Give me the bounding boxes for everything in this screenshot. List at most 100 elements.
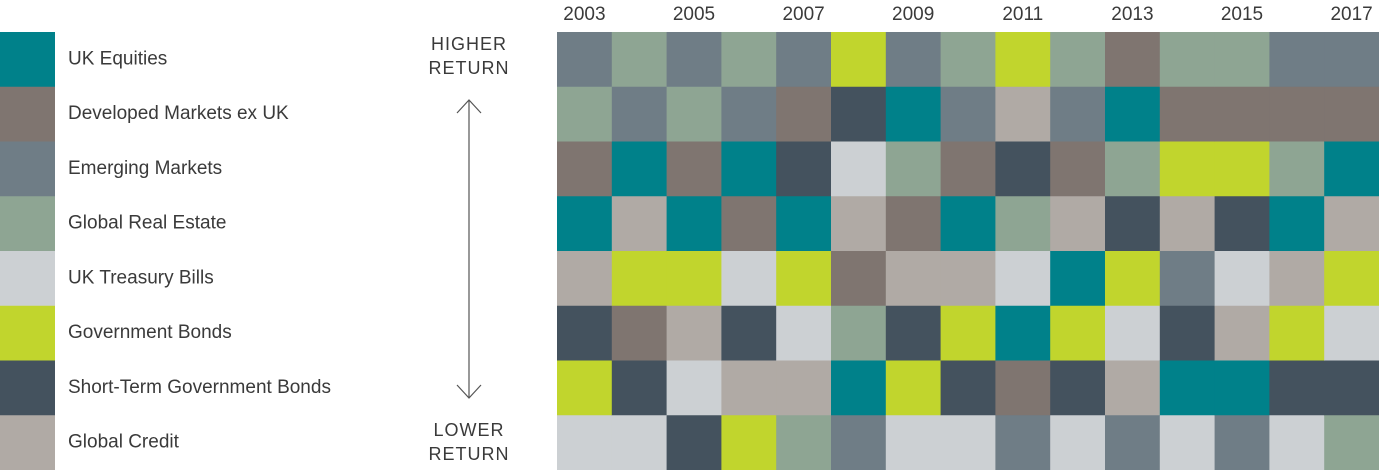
rank-cell [611, 32, 668, 88]
rank-cell [1050, 305, 1106, 361]
rank-cell [1105, 86, 1161, 142]
rank-cell [557, 196, 613, 252]
rank-cell [666, 141, 722, 197]
rank-cell [831, 360, 887, 416]
legend-label: Short-Term Government Bonds [68, 377, 331, 398]
rank-cell [940, 32, 996, 88]
rank-cell [611, 415, 668, 470]
rank-cell [776, 86, 832, 142]
rank-cell [1269, 415, 1325, 470]
rank-cell [995, 141, 1051, 197]
rank-cell [776, 251, 832, 307]
year-label: 2003 [563, 4, 605, 25]
rank-cell [557, 360, 613, 416]
legend-label: Global Credit [68, 432, 180, 453]
rank-cell [1324, 86, 1379, 142]
rank-cell [721, 360, 777, 416]
legend-swatch [0, 251, 55, 307]
rank-cell [776, 196, 832, 252]
rank-cell [1159, 32, 1216, 88]
arrow [456, 99, 482, 399]
rank-cell [1269, 196, 1325, 252]
rank-cell [995, 415, 1051, 470]
rank-cell [666, 32, 722, 88]
rank-cell [831, 32, 887, 88]
rank-cell [885, 86, 942, 142]
rank-cell [1050, 360, 1106, 416]
rank-cell [1105, 32, 1161, 88]
rank-cell [1159, 415, 1216, 470]
rank-cell [1269, 305, 1325, 361]
year-label: 2017 [1330, 4, 1372, 25]
rank-cell [1159, 86, 1216, 142]
rank-cell [666, 196, 722, 252]
rank-cell [885, 305, 942, 361]
rank-cell [1214, 32, 1270, 88]
rank-cell [721, 196, 777, 252]
rank-cell [776, 415, 832, 470]
rank-cell [721, 141, 777, 197]
rank-cell [1214, 251, 1270, 307]
rank-cell [831, 305, 887, 361]
legend-label: Government Bonds [68, 322, 232, 343]
rank-cell [940, 86, 996, 142]
rank-cell [1214, 415, 1270, 470]
rank-cell [1214, 86, 1270, 142]
rank-cell [666, 251, 722, 307]
rank-cell [1159, 141, 1216, 197]
rank-cell [1105, 415, 1161, 470]
lower-return-label: LOWER RETURN [428, 420, 510, 464]
legend-label: Emerging Markets [68, 158, 222, 179]
year-label: 2005 [673, 4, 715, 25]
rank-cell [1214, 141, 1270, 197]
legend-label: UK Treasury Bills [68, 267, 214, 288]
rank-cell [831, 141, 887, 197]
rank-cell [1324, 360, 1379, 416]
rank-cell [885, 32, 942, 88]
rank-cell [1324, 305, 1379, 361]
rank-cell [776, 141, 832, 197]
rank-cell [1105, 141, 1161, 197]
rank-cell [1050, 86, 1106, 142]
rank-cell [611, 251, 668, 307]
legend-label: Global Real Estate [68, 213, 226, 234]
rank-cell [940, 305, 996, 361]
rank-cell [1050, 32, 1106, 88]
rank-cell [557, 305, 613, 361]
rank-cell [1050, 415, 1106, 470]
higher-return-label: HIGHER RETURN [428, 34, 510, 78]
rank-cell [940, 415, 996, 470]
rank-cell [1324, 415, 1379, 470]
rank-cell [611, 360, 668, 416]
rank-cell [1324, 251, 1379, 307]
rank-cell [940, 360, 996, 416]
rank-cell [611, 141, 668, 197]
rank-cell [666, 415, 722, 470]
rank-cell [1324, 196, 1379, 252]
legend-swatch [0, 305, 55, 361]
rank-cell [940, 251, 996, 307]
rank-cell [831, 251, 887, 307]
rank-cell [1105, 196, 1161, 252]
rank-cell [940, 196, 996, 252]
rank-cell [557, 251, 613, 307]
rank-cell [721, 251, 777, 307]
rank-cell [831, 415, 887, 470]
rank-cell [1214, 360, 1270, 416]
legend-swatch [0, 32, 55, 88]
legend-label: UK Equities [68, 48, 167, 69]
rank-cell [776, 360, 832, 416]
rank-cell [1159, 196, 1216, 252]
rank-cell [1159, 251, 1216, 307]
rank-cell [776, 305, 832, 361]
rank-cell [1214, 196, 1270, 252]
rank-cell [721, 305, 777, 361]
rank-cell [666, 360, 722, 416]
rank-cell [831, 196, 887, 252]
rank-cell [721, 32, 777, 88]
legend-swatch [0, 86, 55, 142]
rank-cell [611, 86, 668, 142]
rank-cell [1050, 141, 1106, 197]
